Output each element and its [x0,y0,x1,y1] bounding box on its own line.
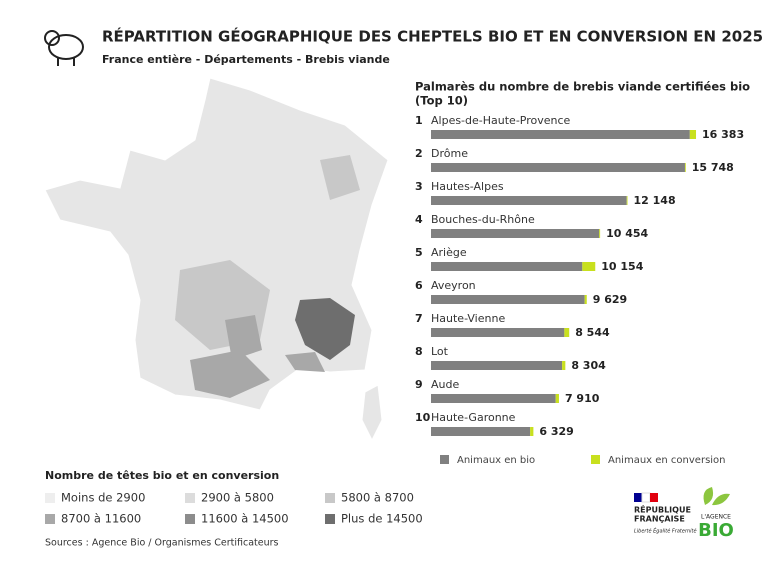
bar-segment [431,130,690,139]
chart-title: Palmarès du nombre de brebis viande cert… [415,80,750,94]
value-label: 15 748 [692,161,734,174]
category-label: Lot [431,345,449,358]
map-legend-swatch [325,493,335,503]
bar-segment [431,427,531,436]
category-label: Hautes-Alpes [431,180,504,193]
value-label: 8 304 [571,359,606,372]
bar-segment [689,130,697,139]
logo-text: RÉPUBLIQUE [634,504,691,515]
bar-segment [431,328,565,337]
map-legend-label: 8700 à 11600 [61,512,141,526]
category-label: Alpes-de-Haute-Provence [431,114,571,127]
bar-segment [584,295,587,304]
subtitle: France entière - Départements - Brebis v… [102,53,390,66]
logo-agence-bio: L'AGENCE BIO [698,487,734,541]
bar-segment [626,196,628,205]
sources: Sources : Agence Bio / Organismes Certif… [45,538,279,549]
map-legend-swatch [185,514,195,524]
value-label: 9 629 [593,293,627,306]
logo-text: BIO [698,520,734,541]
rank: 7 [415,312,423,325]
bar-segment [530,427,534,436]
bar-segment [431,196,627,205]
category-label: Bouches-du-Rhône [431,213,535,226]
category-label: Haute-Garonne [431,411,516,424]
bar-segment [555,394,559,403]
logo-text: FRANÇAISE [634,515,685,524]
logo-text: Liberté Égalité Fraternité [634,527,697,535]
map-legend-swatch [45,493,55,503]
category-label: Aveyron [431,279,476,292]
legend-label: Animaux en conversion [608,455,726,466]
rank: 4 [415,213,423,226]
value-label: 6 329 [539,425,573,438]
bar-segment [431,295,585,304]
value-label: 7 910 [565,392,600,405]
bar-segment [431,163,685,172]
bar-segment [564,328,570,337]
rank: 3 [415,180,423,193]
logo-text: L'AGENCE [701,514,731,521]
map-legend-label: 5800 à 8700 [341,491,414,505]
category-label: Ariège [431,246,467,259]
rank: 10 [415,411,431,424]
value-label: 8 544 [575,326,610,339]
rank: 2 [415,147,423,160]
title: RÉPARTITION GÉOGRAPHIQUE DES CHEPTELS BI… [102,27,763,46]
map [44,77,389,442]
value-label: 12 148 [634,194,676,207]
value-label: 10 454 [606,227,648,240]
rank: 1 [415,114,423,127]
bar-segment [431,394,556,403]
logo-republique: RÉPUBLIQUE FRANÇAISE Liberté Égalité Fra… [634,492,697,535]
map-legend-label: Moins de 2900 [61,491,145,505]
bar-segment [431,361,563,370]
map-legend-label: 2900 à 5800 [201,491,274,505]
value-label: 16 383 [702,128,744,141]
rank: 8 [415,345,423,358]
category-label: Aude [431,378,459,391]
map-legend-swatch [185,493,195,503]
bar-segment [684,163,686,172]
map-legend-label: 11600 à 14500 [201,512,289,526]
bar-segment [431,229,600,238]
legend-label: Animaux en bio [457,455,535,466]
rank: 5 [415,246,423,259]
bar-segment [599,229,601,238]
bar-segment [431,262,583,271]
map-legend-swatch [45,514,55,524]
bar-segment [562,361,566,370]
rank: 6 [415,279,423,292]
map-legend-swatch [325,514,335,524]
legend-swatch [440,455,449,464]
value-label: 10 154 [601,260,643,273]
category-label: Drôme [431,147,468,160]
sheep-icon [44,30,84,66]
map-legend-label: Plus de 14500 [341,512,423,526]
chart-title: (Top 10) [415,94,468,108]
map-legend-title: Nombre de têtes bio et en conversion [45,469,279,482]
rank: 9 [415,378,423,391]
category-label: Haute-Vienne [431,312,505,325]
bar-segment [582,262,596,271]
legend-swatch [591,455,600,464]
